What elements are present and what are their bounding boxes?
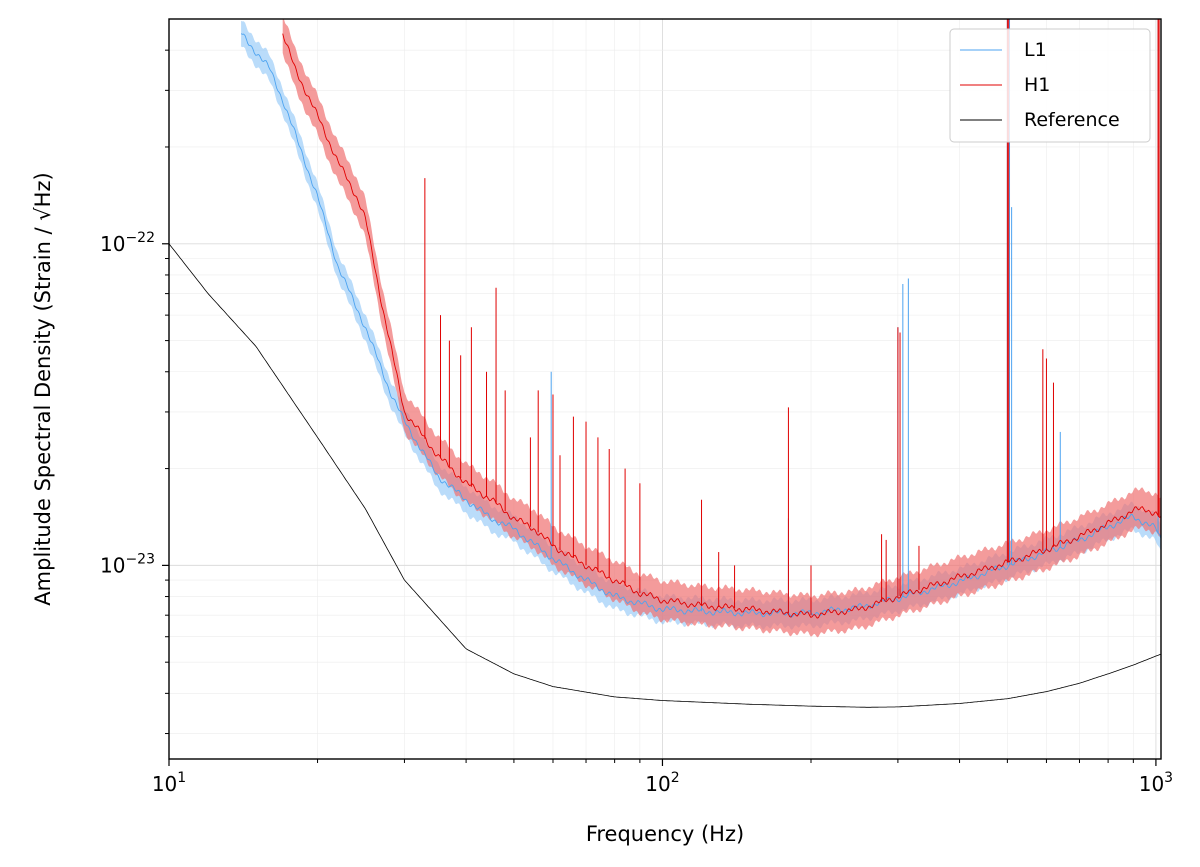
x-axis-label: Frequency (Hz) (586, 822, 744, 846)
y-tick-label: 10−23 (100, 551, 155, 577)
legend-label-h1: H1 (1024, 74, 1050, 96)
axis-ticks (162, 49, 1157, 766)
y-tick-label: 10−22 (100, 230, 155, 256)
series-curves (169, 19, 1161, 708)
x-tick-label: 103 (1139, 770, 1173, 796)
legend-label-l1: L1 (1024, 39, 1047, 61)
legend: L1 H1 Reference (949, 28, 1151, 143)
legend-box (949, 28, 1151, 143)
h1-line (282, 33, 1161, 619)
x-tick-label: 101 (152, 770, 186, 796)
reference-line (169, 243, 1161, 708)
legend-label-reference: Reference (1024, 109, 1120, 131)
plot-frame (168, 18, 1162, 760)
x-tick-label: 102 (645, 770, 679, 796)
tick-labels: 101 102 103 10−23 10−22 (100, 230, 1173, 796)
y-axis-label: Amplitude Spectral Density (Strain / √Hz… (31, 172, 55, 605)
